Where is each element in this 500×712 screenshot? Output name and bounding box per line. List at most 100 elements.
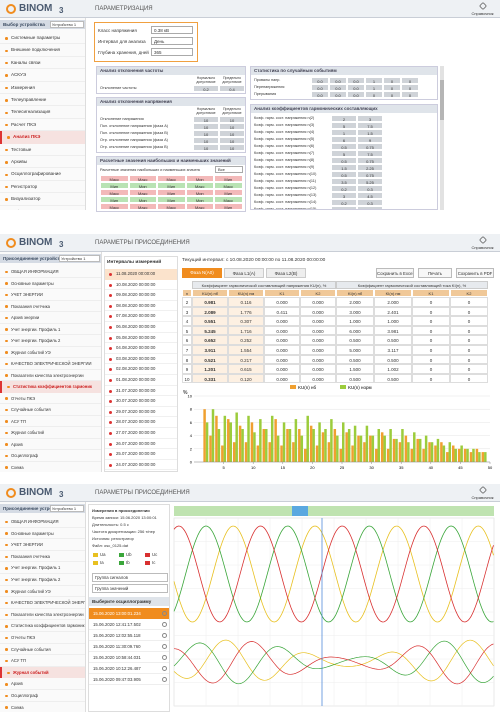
interval-item[interactable]: 10.08.2020 00:00:00 — [105, 280, 177, 291]
menu-label[interactable]: КАЧЕСТВО ЭЛЕКТРИЧЕСКОЙ ЭНЕРГИИ — [11, 600, 85, 606]
interval-item[interactable]: 06.08.2020 00:00:00 — [105, 322, 177, 333]
menu-label[interactable]: Архив — [11, 441, 23, 447]
phase-tab[interactable]: Фаза N(A0) — [182, 268, 222, 278]
menu-item[interactable]: АСКУЭ — [0, 69, 85, 82]
interval-date[interactable]: 28.07.2020 00:00:00 — [116, 419, 156, 425]
menu-item[interactable]: Случайные события — [0, 644, 85, 656]
menu-item[interactable]: Архив — [0, 439, 101, 450]
help-label[interactable]: Справочник — [471, 495, 494, 500]
menu-label[interactable]: Каналы связи — [11, 59, 41, 65]
oscillogram-item[interactable]: 15.06.2020 11:30:09.760 — [89, 641, 169, 652]
device-select[interactable]: Устройство 1 — [59, 255, 100, 262]
menu-item[interactable]: Основные параметры — [0, 528, 85, 540]
device-select[interactable]: Устройство 1 — [49, 505, 85, 512]
interval-item[interactable]: 31.07.2020 00:00:00 — [105, 386, 177, 397]
menu-label[interactable]: Учет энергии. Профиль 1 — [11, 326, 61, 332]
action-button[interactable]: Сохранить в Excel — [376, 268, 414, 278]
menu-item[interactable]: АСУ ТП — [0, 416, 101, 427]
menu-item[interactable]: Архив энергии — [0, 312, 101, 324]
menu-item[interactable]: Осциллографирование — [0, 168, 85, 181]
minmax-select[interactable]: Все — [215, 166, 243, 173]
menu-label[interactable]: КАЧЕСТВО ЭЛЕКТРИЧЕСКОЙ ЭНЕРГИИ — [11, 361, 92, 366]
menu-item[interactable]: АСУ ТП — [0, 655, 85, 667]
oscillogram-date[interactable]: 15.06.2020 11:30:09.760 — [93, 644, 141, 649]
menu-item[interactable]: Телесигнализация — [0, 106, 85, 119]
phase-tab[interactable]: Фаза L2(B) — [266, 268, 306, 278]
menu-item[interactable]: УЧЕТ ЭНЕРГИИ — [0, 289, 101, 301]
interval-date[interactable]: 05.08.2020 00:00:00 — [116, 334, 156, 340]
menu-item[interactable]: Каналы связи — [0, 57, 85, 70]
interval-item[interactable]: 09.08.2020 00:00:00 — [105, 290, 177, 301]
help-icon[interactable] — [479, 2, 487, 10]
oscillogram-item[interactable]: 15.06.2020 10:58:44.031 — [89, 652, 169, 663]
menu-item[interactable]: Статистика коэффициентов гармоник — [0, 620, 85, 632]
menu-item[interactable]: Тестовые — [0, 144, 85, 156]
menu-item[interactable]: Телеуправление — [0, 94, 85, 107]
menu-item[interactable]: Журнал событий УЭ — [0, 586, 85, 598]
interval-item[interactable]: 25.07.2020 00:00:00 — [105, 449, 177, 460]
menu-label[interactable]: Отчеты ПКЭ — [11, 395, 36, 401]
menu-label[interactable]: Измерения — [11, 84, 35, 90]
download-icon[interactable] — [162, 666, 167, 671]
menu-item[interactable]: Показатели качества электроэнергии — [0, 370, 101, 381]
menu-item[interactable]: КАЧЕСТВО ЭЛЕКТРИЧЕСКОЙ ЭНЕРГИИ — [0, 358, 101, 370]
help-label[interactable]: Справочник — [471, 11, 494, 16]
oscillogram-item[interactable]: 15.06.2020 12:02:55.118 — [89, 630, 169, 641]
help-icon[interactable] — [479, 236, 487, 244]
interval-date[interactable]: 24.07.2020 00:00:00 — [116, 461, 156, 467]
menu-item[interactable]: ОБЩАЯ ИНФОРМАЦИЯ — [0, 266, 101, 278]
menu-label[interactable]: Отчеты ПКЭ — [11, 635, 36, 640]
menu-label[interactable]: Основные параметры — [11, 530, 54, 536]
interval-item[interactable]: 30.07.2020 00:00:00 — [105, 396, 177, 407]
interval-item[interactable]: 24.07.2020 00:00:00 — [105, 460, 177, 471]
signal-select[interactable]: Группа сигналов — [92, 573, 168, 582]
menu-label[interactable]: УЧЕТ ЭНЕРГИИ — [11, 542, 43, 548]
menu-label[interactable]: Схема — [11, 464, 24, 470]
menu-item[interactable]: Показания счетчика — [0, 551, 85, 563]
interval-date[interactable]: 26.07.2020 00:00:00 — [116, 440, 156, 446]
menu-label[interactable]: Учет энергии. Профиль 2 — [11, 338, 61, 343]
menu-label[interactable]: Осциллограф — [11, 693, 38, 698]
menu-label[interactable]: Телесигнализация — [11, 109, 51, 115]
menu-label[interactable]: Схема — [11, 704, 24, 710]
menu-label[interactable]: Архив — [11, 681, 23, 687]
interval-item[interactable]: 05.08.2020 00:00:00 — [105, 333, 177, 344]
oscillogram-date[interactable]: 15.06.2020 12:41:17.502 — [93, 622, 141, 627]
menu-item[interactable]: Схема — [0, 462, 101, 473]
help-icon[interactable] — [479, 486, 487, 494]
interval-date[interactable]: 01.08.2020 00:00:00 — [116, 377, 156, 382]
menu-item[interactable]: Отчеты ПКЭ — [0, 632, 85, 644]
menu-item[interactable]: Учет энергии. Профиль 1 — [0, 324, 101, 335]
interval-item[interactable]: 29.07.2020 00:00:00 — [105, 407, 177, 418]
interval-date[interactable]: 09.08.2020 00:00:00 — [116, 292, 156, 298]
menu-label[interactable]: Журнал событий УЭ — [11, 349, 51, 355]
menu-label[interactable]: Показатели качества электроэнергии — [11, 611, 84, 617]
menu-label[interactable]: УЧЕТ ЭНЕРГИИ — [11, 292, 43, 297]
menu-item[interactable]: Схема — [0, 702, 85, 712]
menu-item[interactable]: Информирование — [0, 206, 85, 210]
oscillogram-item[interactable]: 15.06.2020 10:12:26.487 — [89, 663, 169, 674]
menu-label[interactable]: Случайные события — [11, 407, 51, 412]
menu-item[interactable]: Журнал событий УЭ — [0, 347, 101, 358]
menu-item[interactable]: Регистратор — [0, 181, 85, 194]
download-icon[interactable] — [162, 655, 167, 660]
menu-label[interactable]: АСКУЭ — [11, 72, 27, 78]
menu-label[interactable]: Журнал событий — [13, 669, 49, 675]
menu-item[interactable]: Визуализатор — [0, 193, 85, 206]
menu-label[interactable]: ОБЩАЯ ИНФОРМАЦИЯ — [11, 269, 59, 274]
menu-label[interactable]: Учет энергии. Профиль 1 — [11, 565, 61, 571]
menu-label[interactable]: Статистика коэффициентов гармоник — [11, 623, 85, 629]
oscillogram-date[interactable]: 15.06.2020 12:02:55.118 — [93, 633, 141, 638]
menu-item[interactable]: Отчеты ПКЭ — [0, 393, 101, 404]
action-button[interactable]: Печать — [418, 268, 452, 278]
menu-label[interactable]: Визуализатор — [11, 196, 41, 202]
menu-item[interactable]: Статистика коэффициентов гармоник — [0, 381, 101, 393]
form-input[interactable]: День — [151, 37, 193, 45]
oscillogram-date[interactable]: 15.06.2020 13:00:01.234 — [93, 611, 141, 616]
menu-item[interactable]: Учет энергии. Профиль 2 — [0, 335, 101, 347]
menu-label[interactable]: Внешние подключения — [11, 47, 61, 53]
interval-date[interactable]: 06.08.2020 00:00:00 — [116, 324, 156, 329]
download-icon[interactable] — [162, 644, 167, 649]
menu-item[interactable]: Показатели качества электроэнергии — [0, 609, 85, 621]
menu-label[interactable]: Тестовые — [11, 146, 32, 152]
